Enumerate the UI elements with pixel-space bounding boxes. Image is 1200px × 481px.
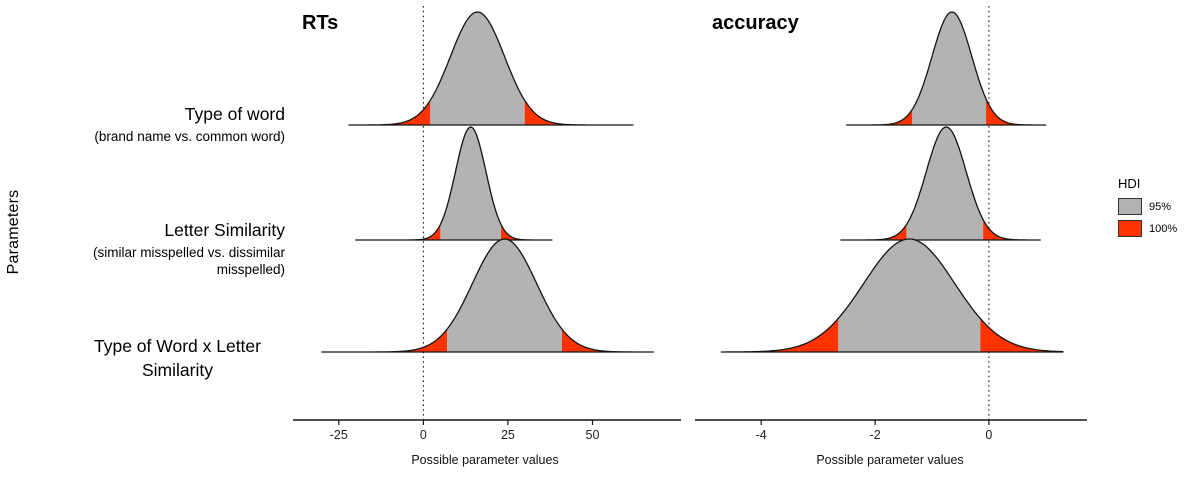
density-curve (720, 238, 1064, 353)
x-axis-title-accuracy: Possible parameter values (816, 453, 964, 467)
row-label-main: Letter Similarity (164, 220, 285, 240)
row-label-letter-similarity: Letter Similarity (similar misspelled vs… (40, 220, 285, 278)
x-tick-label: -25 (330, 428, 348, 442)
x-tick-label: 0 (985, 428, 992, 442)
hdi-95-region (430, 12, 525, 125)
density-curve (348, 11, 634, 126)
row-label-type-of-word: Type of word (brand name vs. common word… (40, 104, 285, 145)
y-axis-title: Parameters (5, 189, 22, 275)
row-label-main: Type of Word x Letter Similarity (94, 336, 261, 380)
hdi-95-region (906, 127, 984, 240)
legend-item-100: 100% (1118, 220, 1177, 237)
x-tick-label: -4 (756, 428, 767, 442)
legend-item-95: 95% (1118, 198, 1177, 215)
legend-label-100: 100% (1149, 222, 1178, 235)
hdi-legend: HDI 95% 100% (1118, 176, 1177, 242)
legend-label-95: 95% (1149, 200, 1172, 213)
density-curve (840, 126, 1041, 241)
row-label-interaction: Type of Word x Letter Similarity (70, 334, 285, 382)
legend-title: HDI (1118, 176, 1141, 191)
x-tick-label: 50 (586, 428, 600, 442)
accuracy-density-plot: -4 -2 0 (695, 6, 1087, 442)
panel-title-rts: RTs (302, 12, 339, 34)
density-curve (355, 126, 553, 241)
x-tick-label: 25 (501, 428, 515, 442)
x-axis-title-rts: Possible parameter values (411, 453, 559, 467)
hdi-95-region (838, 239, 981, 352)
x-tick-label: 0 (420, 428, 427, 442)
hdi-95-region (447, 239, 562, 352)
hdi-95-region (440, 127, 502, 240)
rts-density-plot: -25 0 25 50 (293, 6, 681, 442)
row-label-sub: (similar misspelled vs. dissimilar missp… (92, 245, 285, 277)
density-curve (321, 238, 654, 353)
legend-swatch-95-icon (1118, 198, 1142, 215)
legend-swatch-100-icon (1118, 220, 1142, 237)
density-curve (845, 11, 1047, 126)
x-tick-label: -2 (870, 428, 881, 442)
row-label-sub: (brand name vs. common word) (94, 129, 285, 144)
hdi-95-region (912, 12, 987, 125)
row-label-main: Type of word (184, 104, 285, 124)
panel-title-accuracy: accuracy (712, 12, 799, 34)
